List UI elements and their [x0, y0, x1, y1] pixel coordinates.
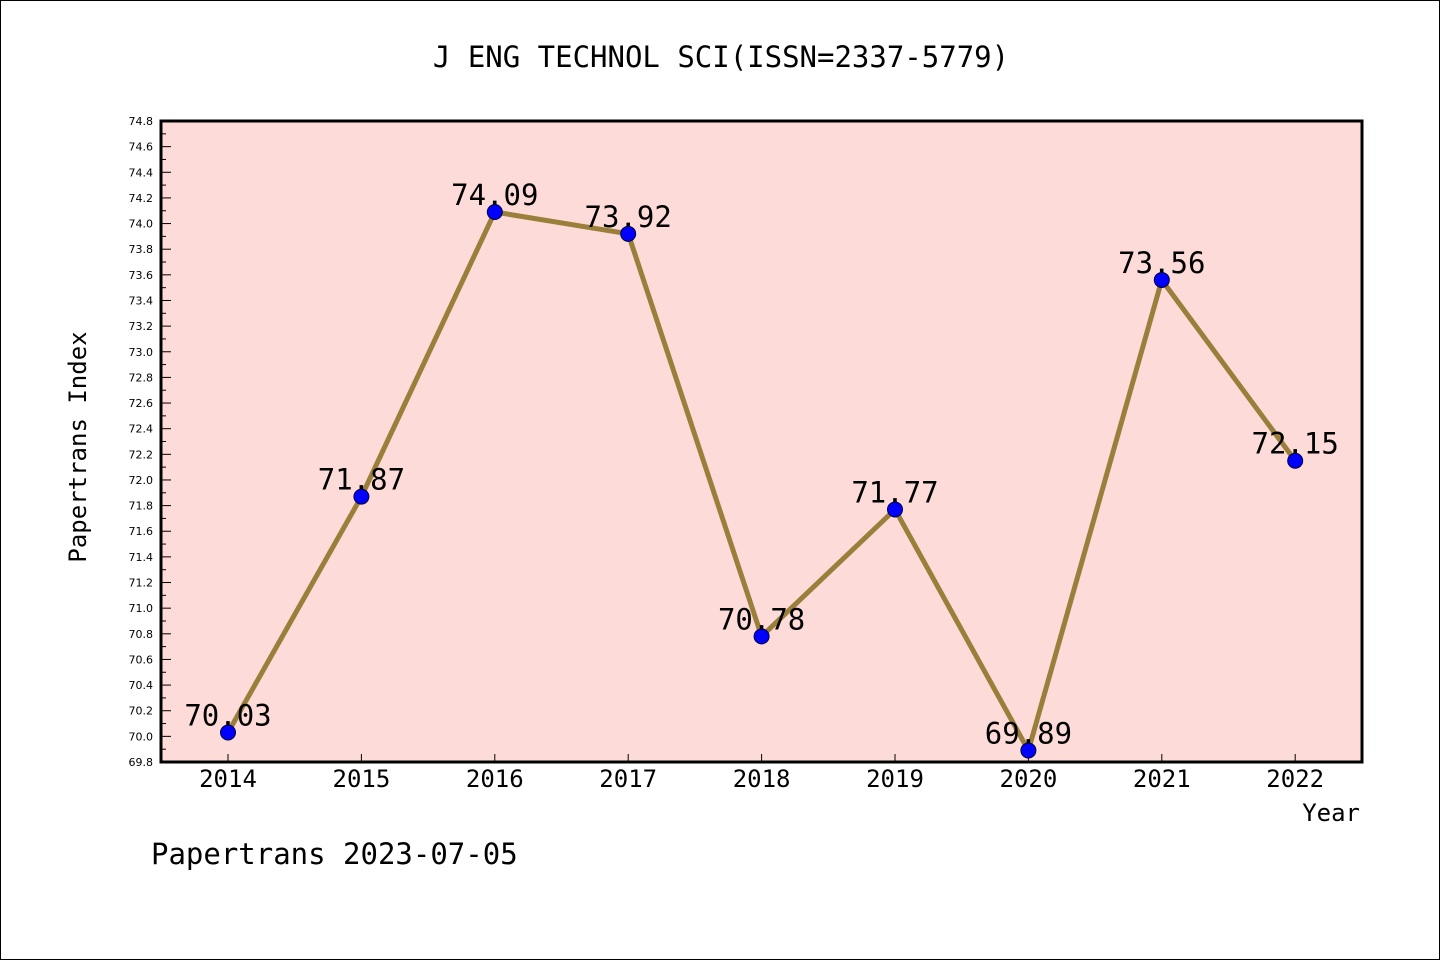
- y-tick-label: 73.8: [129, 243, 154, 256]
- y-tick-label: 74.6: [129, 141, 154, 154]
- y-axis-ticks: 69.8 70.0 70.2 70.4 70.6 70.8 71.0 71.2 71.4 71.6…: [129, 115, 171, 769]
- y-tick-label: 72.4: [129, 423, 154, 436]
- y-tick-label: 72.6: [129, 397, 154, 410]
- x-tick-label: 2018: [733, 765, 791, 793]
- plot-area: [159, 119, 1364, 764]
- x-tick-label: 2020: [1000, 765, 1058, 793]
- y-tick-label: 72.0: [129, 474, 154, 487]
- y-tick-label: 70.0: [129, 730, 154, 743]
- y-tick-label: 72.8: [129, 371, 154, 384]
- series-layer: 70.03 71.87 74.09 73.92 70.78 71.77 69.89 73.56…: [184, 178, 1339, 759]
- y-tick-label: 74.4: [129, 166, 154, 179]
- data-point: [887, 501, 903, 518]
- data-label: 71.77: [851, 475, 938, 509]
- y-axis-label: Papertrans Index: [64, 331, 92, 562]
- x-tick-label: 2022: [1266, 765, 1324, 793]
- x-axis-ticks: 2014 2015 2016 2017 2018 2019 2020 2021 2022: [199, 754, 1324, 793]
- y-tick-label: 73.4: [129, 294, 154, 307]
- data-label: 71.87: [318, 463, 405, 497]
- chart-title: J ENG TECHNOL SCI(ISSN=2337-5779): [433, 40, 1009, 74]
- x-tick-label: 2016: [466, 765, 524, 793]
- data-label: 72.15: [1252, 427, 1339, 461]
- data-point: [753, 628, 770, 645]
- data-point: [353, 488, 370, 505]
- data-label: 73.92: [585, 200, 672, 234]
- data-label: 73.56: [1118, 246, 1205, 280]
- data-label: 74.09: [451, 178, 538, 212]
- y-tick-label: 70.4: [129, 679, 154, 692]
- x-tick-label: 2019: [866, 765, 924, 793]
- y-tick-label: 70.8: [129, 628, 154, 641]
- y-tick-label: 74.0: [129, 218, 154, 231]
- y-tick-label: 70.2: [129, 705, 154, 718]
- data-label: 70.03: [184, 699, 271, 733]
- y-tick-label: 73.2: [129, 320, 154, 333]
- y-tick-label: 71.8: [129, 500, 154, 513]
- data-label: 69.89: [985, 716, 1072, 750]
- x-axis-label: Year: [1302, 799, 1360, 827]
- data-point: [1153, 271, 1170, 288]
- x-tick-label: 2014: [199, 765, 257, 793]
- data-point: [620, 225, 637, 242]
- y-tick-label: 74.8: [129, 115, 154, 128]
- data-point: [1287, 452, 1304, 469]
- y-tick-label: 73.0: [129, 346, 154, 359]
- y-tick-label: 70.6: [129, 653, 154, 666]
- data-point: [220, 724, 236, 741]
- x-tick-label: 2015: [333, 765, 391, 793]
- x-tick-label: 2021: [1133, 765, 1191, 793]
- y-tick-label: 71.0: [129, 602, 154, 615]
- data-label: 70.78: [718, 602, 805, 636]
- y-tick-label: 71.2: [129, 577, 154, 590]
- y-tick-label: 73.6: [129, 269, 154, 282]
- y-tick-label: 72.2: [129, 448, 154, 461]
- data-point: [486, 204, 503, 221]
- y-tick-label: 71.6: [129, 525, 154, 538]
- y-tick-label: 69.8: [129, 756, 154, 769]
- data-point: [1020, 742, 1037, 759]
- footer-text: Papertrans 2023-07-05: [151, 837, 518, 871]
- y-tick-label: 71.4: [129, 551, 154, 564]
- y-tick-label: 74.2: [129, 192, 154, 205]
- x-tick-label: 2017: [599, 765, 657, 793]
